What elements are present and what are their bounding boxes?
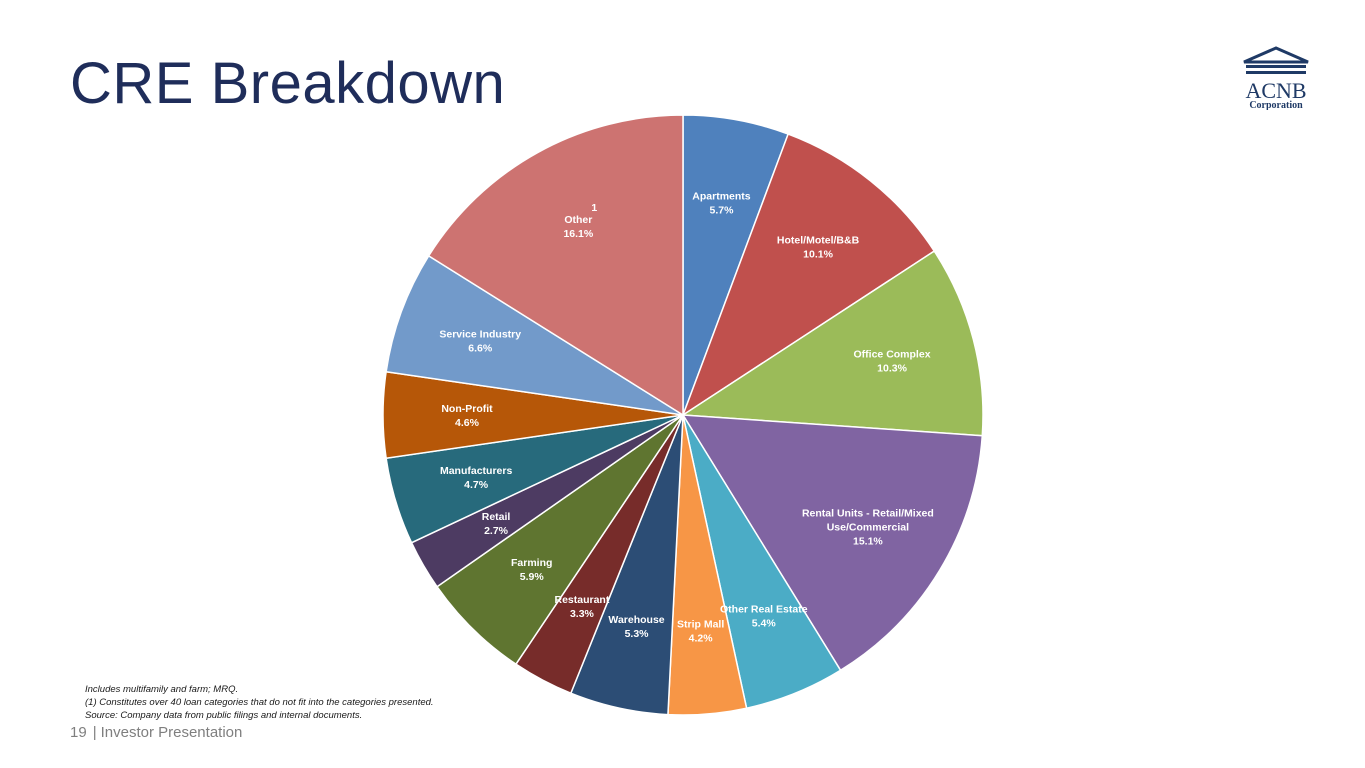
pie-label: Apartments 5.7% <box>692 190 751 216</box>
pie-label: Service Industry 6.6% <box>439 329 521 355</box>
pie-label: Retail 2.7% <box>482 511 511 537</box>
footnote-line: Source: Company data from public filings… <box>85 710 363 721</box>
pie-label: Other Real Estate 5.4% <box>720 603 808 629</box>
pie-slice-office-complex <box>680 250 984 437</box>
pie-labels: Apartments 5.7% Hotel/Motel/B&B 10.1% Office… <box>439 190 933 644</box>
pie-label: Rental Units - Retail/Mixed Use/Commercia… <box>802 508 934 548</box>
footnote-line: Includes multifamily and farm; MRQ. <box>85 684 239 695</box>
pie-label: Hotel/Motel/B&B 10.1% <box>777 234 860 260</box>
pie-slice-service-industry <box>385 254 684 416</box>
footer: 19 | Investor Presentation <box>70 724 243 741</box>
pie-label: Office Complex 10.3% <box>854 349 931 375</box>
pie-label: Other 16.1% <box>563 214 593 240</box>
pie-label-footnote: 1 <box>591 202 597 214</box>
page-title: CRE Breakdown <box>70 51 506 116</box>
pie-label: Non-Profit 4.6% <box>441 403 493 429</box>
pie-label: Farming 5.9% <box>511 557 552 583</box>
footnotes: Includes multifamily and farm; MRQ. (1) … <box>85 683 434 722</box>
pie-label: Restaurant 3.3% <box>554 594 609 620</box>
pie-slice-rental-units-retail-mixed-use-commercial <box>681 414 984 672</box>
pie-slice-hotel-motel-b-b <box>681 133 936 417</box>
footer-label: Investor Presentation <box>100 724 243 741</box>
logo-roof-icon <box>1243 46 1309 64</box>
acnb-logo: ACNB Corporation <box>1243 46 1309 110</box>
pie-label: Strip Mall 4.2% <box>677 618 724 644</box>
pie-slices <box>382 114 984 716</box>
footnote-line: (1) Constitutes over 40 loan categories … <box>85 697 434 708</box>
pie-label: Manufacturers 4.7% <box>440 465 513 491</box>
pie-slice-other <box>427 114 684 417</box>
logo-text: ACNB <box>1245 78 1306 103</box>
logo-subtext: Corporation <box>1249 100 1303 110</box>
page-number: 19 <box>70 724 87 741</box>
pie-label: Warehouse 5.3% <box>608 614 664 640</box>
